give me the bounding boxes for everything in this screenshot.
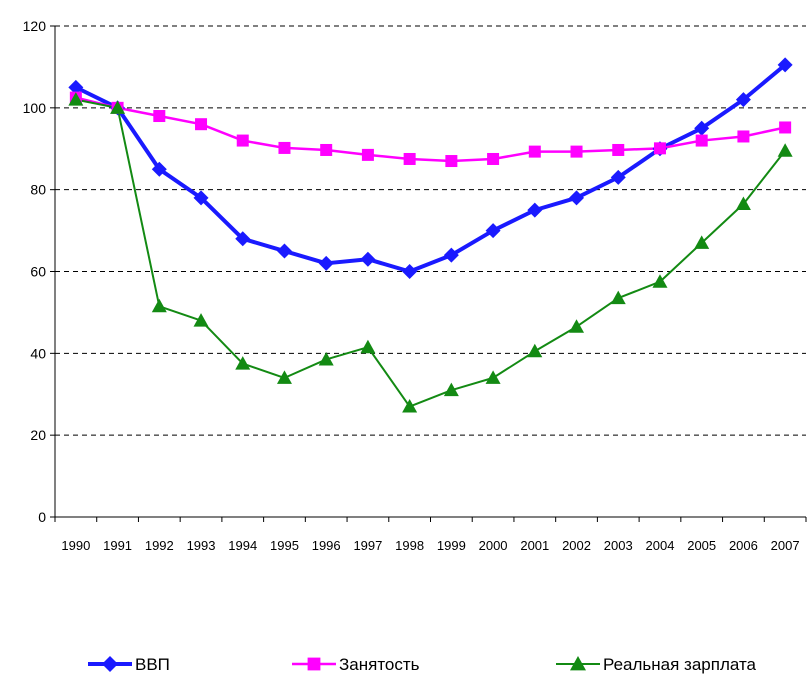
- series-1-point: [402, 264, 418, 279]
- series-1-point: [485, 223, 501, 239]
- legend-label: ВВП: [135, 655, 170, 674]
- legend-marker-square: [307, 657, 321, 671]
- legend-label: Занятость: [339, 655, 420, 674]
- series-1-point: [235, 231, 251, 247]
- x-tick-label: 2007: [771, 538, 800, 553]
- x-tick-label: 1993: [187, 538, 216, 553]
- series-1-point: [68, 79, 84, 95]
- series-3-point: [610, 290, 626, 305]
- legend-marker-diamond: [102, 656, 118, 672]
- series-1-point: [276, 243, 292, 259]
- x-tick-label: 1998: [395, 538, 424, 553]
- x-tick-label: 2000: [479, 538, 508, 553]
- series-2-point: [278, 141, 291, 154]
- series-1-point: [318, 255, 334, 271]
- series-2-point: [737, 130, 750, 143]
- series-3-point: [318, 351, 334, 366]
- series-3-point: [569, 319, 585, 333]
- legend-marker-triangle: [570, 656, 586, 671]
- x-tick-label: 1999: [437, 538, 466, 553]
- series-1-point: [694, 120, 710, 136]
- y-tick-label: 40: [30, 345, 46, 361]
- x-tick-label: 1996: [312, 538, 341, 553]
- series-2-point: [570, 145, 583, 158]
- series-3-line: [75, 98, 786, 408]
- series-2-point: [487, 152, 500, 165]
- x-tick-label: 1991: [103, 538, 132, 553]
- series-1-point: [527, 202, 543, 218]
- series-3-point: [276, 370, 292, 384]
- series-2-point: [153, 110, 166, 123]
- x-tick-label: 2002: [562, 538, 591, 553]
- series-2-point: [779, 121, 792, 134]
- legend-label: Реальная зарплата: [603, 655, 757, 674]
- series-1-point: [735, 92, 751, 108]
- y-tick-label: 100: [23, 100, 47, 116]
- series-1-point: [360, 251, 376, 267]
- series-3-point: [402, 399, 418, 413]
- x-tick-label: 2004: [646, 538, 675, 553]
- series-markers: [68, 57, 793, 413]
- series-3-point: [110, 100, 126, 114]
- y-tick-label: 60: [30, 264, 46, 280]
- y-tick-label: 80: [30, 182, 46, 198]
- x-tick-label: 2003: [604, 538, 633, 553]
- legend: ВВП Занятость Реальная зарплата: [88, 655, 757, 674]
- series-3-point: [527, 343, 543, 358]
- series-2-point: [361, 148, 374, 161]
- series-3-point: [68, 92, 84, 106]
- series-3-point: [777, 143, 793, 157]
- series-2-line: [75, 96, 786, 163]
- series-3-point: [235, 356, 251, 370]
- series-2-point: [695, 134, 708, 147]
- gridlines: [55, 25, 806, 436]
- series-3-point: [151, 298, 167, 313]
- y-tick-label: 0: [38, 509, 46, 525]
- series-3-point: [193, 313, 209, 327]
- x-axis-tick-labels: 1990 1991 1992 1993 1994 1995 1996 1997 1998 1999…: [61, 538, 799, 553]
- series-lines: [74, 63, 787, 408]
- series-1-line: [74, 63, 787, 274]
- series-1-point: [193, 190, 209, 206]
- x-tick-label: 2001: [520, 538, 549, 553]
- x-tick-label: 2006: [729, 538, 758, 553]
- x-tick-label: 1990: [61, 538, 90, 553]
- axes: [50, 25, 807, 522]
- series-2-point: [445, 155, 458, 168]
- series-3-point: [443, 382, 459, 397]
- series-3-point: [360, 339, 376, 354]
- series-1-point: [443, 247, 459, 263]
- y-axis-tick-labels: 0 20 40 60 80 100 120: [23, 18, 47, 525]
- series-2-point: [612, 143, 625, 156]
- series-2-point: [653, 142, 666, 155]
- series-1-point: [777, 57, 793, 73]
- series-3-point: [694, 235, 710, 249]
- series-1-point: [610, 169, 626, 185]
- series-3-point: [485, 370, 501, 384]
- series-2-point: [528, 145, 541, 158]
- x-tick-label: 1997: [353, 538, 382, 553]
- series-3-point: [652, 274, 668, 288]
- x-tick-label: 1994: [228, 538, 257, 553]
- series-1-point: [569, 190, 585, 206]
- y-tick-label: 20: [30, 427, 46, 443]
- series-2-point: [236, 134, 249, 147]
- series-2-point: [403, 152, 416, 165]
- series-1-point: [151, 161, 167, 177]
- series-2-point: [320, 143, 333, 156]
- x-tick-label: 1992: [145, 538, 174, 553]
- y-tick-label: 120: [23, 18, 47, 34]
- series-3-point: [735, 196, 751, 210]
- x-tick-label: 1995: [270, 538, 299, 553]
- series-2-point: [195, 118, 208, 131]
- x-tick-label: 2005: [687, 538, 716, 553]
